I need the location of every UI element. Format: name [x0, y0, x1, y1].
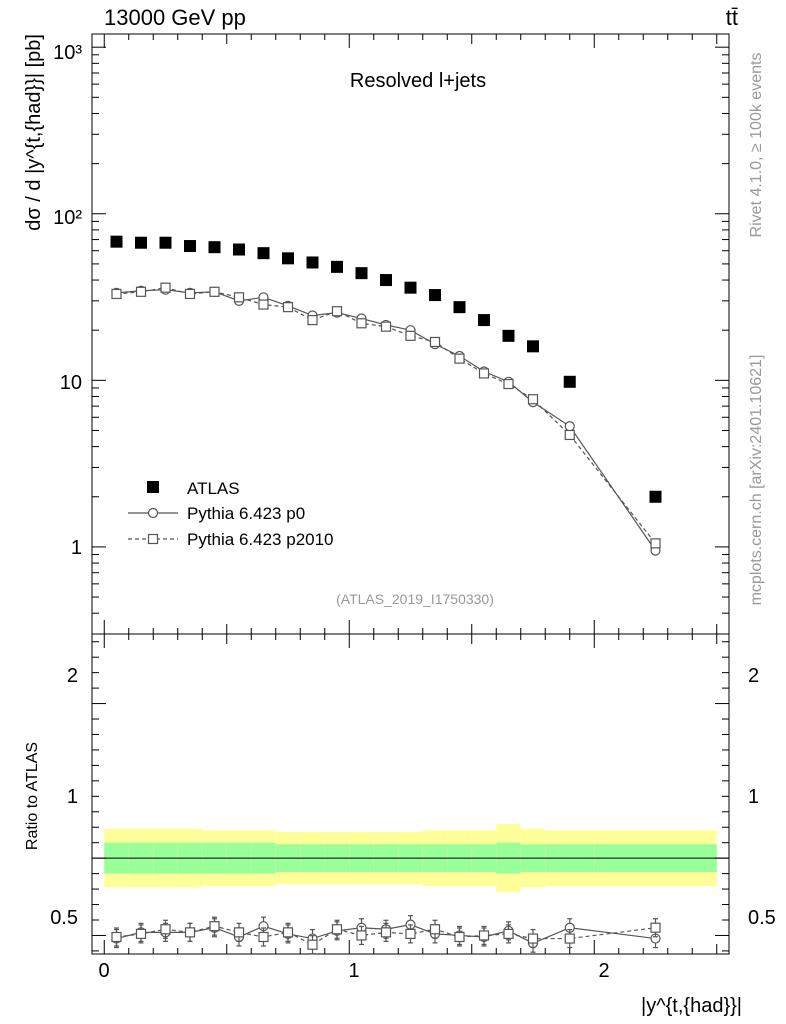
atlas-point [331, 260, 343, 273]
atlas-point [563, 375, 576, 388]
main-y-tick-labels: 10³ 10² 10 1 [53, 42, 82, 559]
p2010-point [209, 286, 220, 297]
p2010-ratio-point [282, 927, 294, 938]
p2010-point [135, 286, 147, 297]
ratio-plot-frame [91, 633, 730, 955]
legend-marker-atlas [147, 481, 159, 493]
p2010-ratio-point [184, 927, 196, 938]
x-tick-label: 1 [348, 960, 359, 982]
atlas-point [453, 301, 466, 314]
ratio-y-axis-label: Ratio to ATLAS [24, 742, 41, 850]
x-tick-label: 2 [598, 960, 609, 982]
y-tick-label: 0.5 [50, 907, 78, 929]
atlas-point [429, 289, 441, 302]
atlas-point [404, 281, 417, 294]
p2010-point [356, 318, 367, 329]
analysis-title: Resolved l+jets [350, 70, 486, 92]
y-tick-label: 10² [53, 207, 82, 229]
p2010-ratio-point [478, 930, 490, 941]
atlas-point [306, 256, 319, 269]
atlas-point [208, 241, 221, 254]
process-label: 13000 GeV pp [104, 5, 246, 30]
p2010-point [527, 394, 539, 405]
p2010-ratio-point [135, 928, 147, 940]
p2010-ratio-point [209, 921, 220, 932]
p2010-ratio-point [233, 927, 245, 938]
final-state-label: tt̄ [726, 5, 738, 30]
p2010-point [160, 282, 171, 293]
p2010-point [380, 321, 392, 332]
ratio-y-tick-labels-right: 2 1 0.5 [748, 665, 776, 929]
atlas-point [257, 247, 270, 260]
atlas-point [355, 267, 368, 280]
y-tick-label: 1 [67, 786, 78, 808]
y-tick-label: 10 [60, 372, 82, 394]
p2010-point [233, 292, 245, 303]
legend-label-p0: Pythia 6.423 p0 [187, 504, 305, 523]
axis-ticks [92, 34, 729, 954]
ratio-y-tick-labels-left: 2 1 0.5 [50, 665, 78, 929]
atlas-point [159, 236, 172, 249]
p2010-point [258, 299, 269, 310]
p2010-point [503, 378, 514, 390]
atlas-point [478, 314, 490, 327]
legend-label-p2010: Pythia 6.423 p2010 [187, 530, 334, 549]
atlas-point [282, 252, 294, 265]
atlas-point [380, 274, 392, 287]
p2010-ratio-point [160, 924, 171, 935]
x-axis-label: |y^{t,{had}}| [641, 995, 742, 1017]
p2010-point [405, 330, 416, 341]
atlas-point [527, 340, 539, 353]
p2010-point [564, 429, 575, 441]
rivet-label: Rivet 4.1.0, ≥ 100k events [748, 53, 765, 238]
p2010-point [307, 314, 318, 326]
y-tick-label: 1 [748, 786, 759, 808]
atlas-point [649, 490, 662, 503]
atlas-point [184, 240, 196, 253]
legend-label-atlas: ATLAS [187, 479, 240, 498]
analysis-id: (ATLAS_2019_I1750330) [336, 591, 494, 607]
legend-marker-p2010 [147, 533, 159, 545]
p2010-ratio-point [258, 931, 269, 943]
p2010-ratio-point [380, 927, 392, 938]
p2010-point [478, 368, 490, 379]
p2010-ratio-point [111, 931, 122, 943]
p0-point [564, 421, 575, 432]
p2010-point [111, 288, 122, 300]
y-tick-label: 10³ [53, 42, 82, 64]
legend: ATLAS Pythia 6.423 p0 Pythia 6.423 p2010 [128, 479, 334, 549]
p2010-ratio-point [356, 930, 367, 941]
y-tick-label: 0.5 [748, 907, 776, 929]
atlas-point [110, 235, 123, 248]
p2010-ratio-point [307, 939, 318, 950]
p2010-point [454, 353, 465, 364]
p2010-point [331, 306, 343, 317]
atlas-point [502, 329, 515, 342]
p2010-ratio-point [650, 922, 661, 933]
p2010-ratio-point [503, 928, 514, 940]
main-y-axis-label: dσ / d |y^{t,{had}}| [pb] [23, 34, 45, 231]
p2010-point [184, 288, 196, 300]
p2010-ratio-point [405, 928, 416, 940]
p2010-point [650, 538, 661, 549]
p2010-ratio-point [454, 931, 465, 943]
p2010-ratio-point [527, 933, 539, 944]
p2010-ratio-point [564, 933, 575, 944]
data-markers [110, 235, 662, 955]
p2010-point [429, 336, 441, 348]
p2010-ratio-point [429, 924, 441, 935]
y-tick-label: 1 [71, 537, 82, 559]
y-tick-label: 2 [748, 665, 759, 687]
x-tick-labels: 0 1 2 [98, 960, 609, 982]
atlas-point [135, 236, 147, 249]
atlas-point [233, 243, 245, 256]
x-tick-label: 0 [98, 960, 109, 982]
p2010-ratio-point [331, 924, 343, 935]
y-tick-label: 2 [67, 665, 78, 687]
p2010-point [282, 302, 294, 313]
legend-marker-p0 [147, 507, 159, 519]
mcplots-label: mcplots.cern.ch [arXiv:2401.10621] [748, 355, 765, 606]
